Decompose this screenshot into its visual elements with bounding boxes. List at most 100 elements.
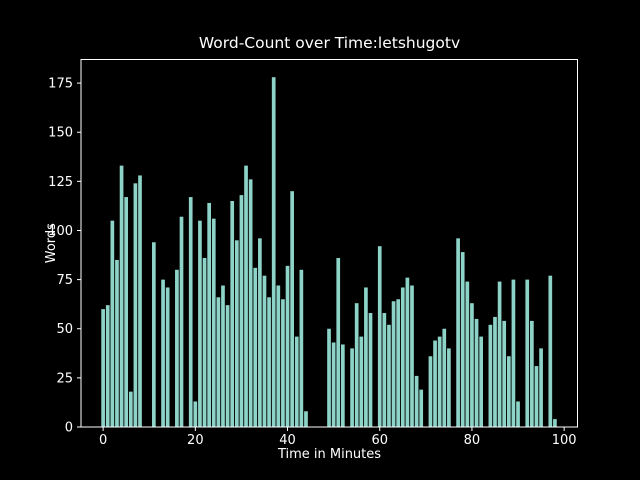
bar-minute-28 <box>230 201 235 427</box>
bar-minute-75 <box>447 348 451 427</box>
bar-minute-1 <box>105 305 110 427</box>
bar-minute-77 <box>456 238 460 427</box>
bar-minute-56 <box>359 336 364 427</box>
bar-minute-55 <box>354 303 359 427</box>
bar-minute-25 <box>216 297 221 427</box>
bar-minute-79 <box>465 281 470 427</box>
bar-minute-44 <box>304 411 308 427</box>
y-tick-label-150: 150 <box>48 126 73 141</box>
bar-minute-23 <box>207 202 211 427</box>
chart-title: Word-Count over Time:letshugotv <box>198 34 461 52</box>
y-tick-label-25: 25 <box>56 371 73 386</box>
bar-minute-66 <box>405 277 410 427</box>
x-axis-label: Time in Minutes <box>277 447 382 462</box>
bar-minute-3 <box>115 259 119 427</box>
bar-minute-43 <box>299 269 304 427</box>
bar-minute-69 <box>419 389 424 427</box>
bar-minute-90 <box>516 401 520 427</box>
bar-minute-98 <box>553 419 557 427</box>
x-tick-label-40: 40 <box>279 433 296 448</box>
bar-minute-32 <box>248 179 253 427</box>
bar-minute-19 <box>188 197 193 427</box>
bar-minute-30 <box>239 195 244 427</box>
bar-minute-38 <box>276 285 281 427</box>
x-tick-label-80: 80 <box>464 433 481 448</box>
bar-minute-51 <box>336 257 341 427</box>
bar-minute-8 <box>138 175 142 427</box>
bar-minute-81 <box>474 318 479 427</box>
bar-minute-34 <box>258 238 262 427</box>
y-tick-label-175: 175 <box>48 77 73 92</box>
bar-minute-63 <box>391 301 396 427</box>
bar-minute-87 <box>502 320 507 427</box>
bar-minute-29 <box>234 240 239 427</box>
bar-minute-4 <box>119 165 124 427</box>
bar-minute-57 <box>364 287 368 427</box>
bar-minute-58 <box>368 313 373 427</box>
bar-minute-7 <box>133 183 138 427</box>
bar-minute-41 <box>290 191 294 427</box>
axes-frame <box>80 59 578 428</box>
bar-minute-33 <box>253 267 258 427</box>
bar-minute-5 <box>124 197 129 427</box>
bar-minute-97 <box>548 275 553 427</box>
bar-minute-39 <box>281 299 285 427</box>
bar-minute-62 <box>387 324 391 427</box>
bar-minute-80 <box>470 303 474 427</box>
bar-minute-61 <box>382 313 387 427</box>
bar-minute-74 <box>442 328 447 427</box>
x-tick-label-20: 20 <box>187 433 204 448</box>
bar-minute-95 <box>539 348 543 427</box>
bar-minute-17 <box>179 216 184 427</box>
bar-minute-52 <box>341 344 345 427</box>
y-tick-label-50: 50 <box>56 322 73 337</box>
bar-minute-26 <box>221 285 225 427</box>
bar-minute-37 <box>271 77 276 427</box>
bar-minute-21 <box>198 220 202 427</box>
bar-minute-84 <box>488 324 493 427</box>
bar-minute-86 <box>497 281 502 427</box>
bar-minute-22 <box>202 257 207 427</box>
bar-minute-64 <box>396 299 401 427</box>
bar-minute-42 <box>294 336 299 427</box>
bar-minute-71 <box>428 356 433 427</box>
bar-minute-67 <box>410 285 414 427</box>
bar-minute-85 <box>493 316 497 427</box>
bar-minute-94 <box>534 366 539 427</box>
bar-minute-49 <box>327 328 331 427</box>
bar-minute-68 <box>414 375 419 427</box>
bar-minute-31 <box>244 165 248 427</box>
bar-minute-35 <box>262 275 267 427</box>
y-tick-label-125: 125 <box>48 175 73 190</box>
y-tick-label-0: 0 <box>65 421 73 436</box>
bar-minute-11 <box>151 242 156 427</box>
bar-minute-13 <box>161 279 165 427</box>
y-tick-label-100: 100 <box>48 224 73 239</box>
bar-minute-40 <box>285 265 290 427</box>
bar-minute-92 <box>525 279 530 427</box>
bar-minute-14 <box>165 287 170 427</box>
bar-minute-2 <box>110 220 115 427</box>
x-tick-label-60: 60 <box>371 433 388 448</box>
bar-minute-20 <box>193 401 198 427</box>
bar-minute-73 <box>437 336 442 427</box>
bar-minute-88 <box>506 356 511 427</box>
bar-minute-89 <box>511 279 516 427</box>
bar-minute-54 <box>350 348 354 427</box>
x-tick-label-0: 0 <box>99 433 107 448</box>
bar-minute-50 <box>331 342 336 427</box>
bar-minute-65 <box>400 287 405 427</box>
bar-minute-72 <box>433 340 437 427</box>
bar-minute-93 <box>530 320 534 427</box>
bar-minute-6 <box>128 391 133 427</box>
bar-minute-36 <box>267 297 271 427</box>
x-tick-label-100: 100 <box>552 433 577 448</box>
y-tick-label-75: 75 <box>56 273 73 288</box>
bar-minute-24 <box>211 218 216 427</box>
bar-minute-16 <box>175 269 179 427</box>
bar-minute-82 <box>479 336 483 427</box>
bar-minute-0 <box>101 309 105 427</box>
bar-minute-60 <box>377 246 382 427</box>
